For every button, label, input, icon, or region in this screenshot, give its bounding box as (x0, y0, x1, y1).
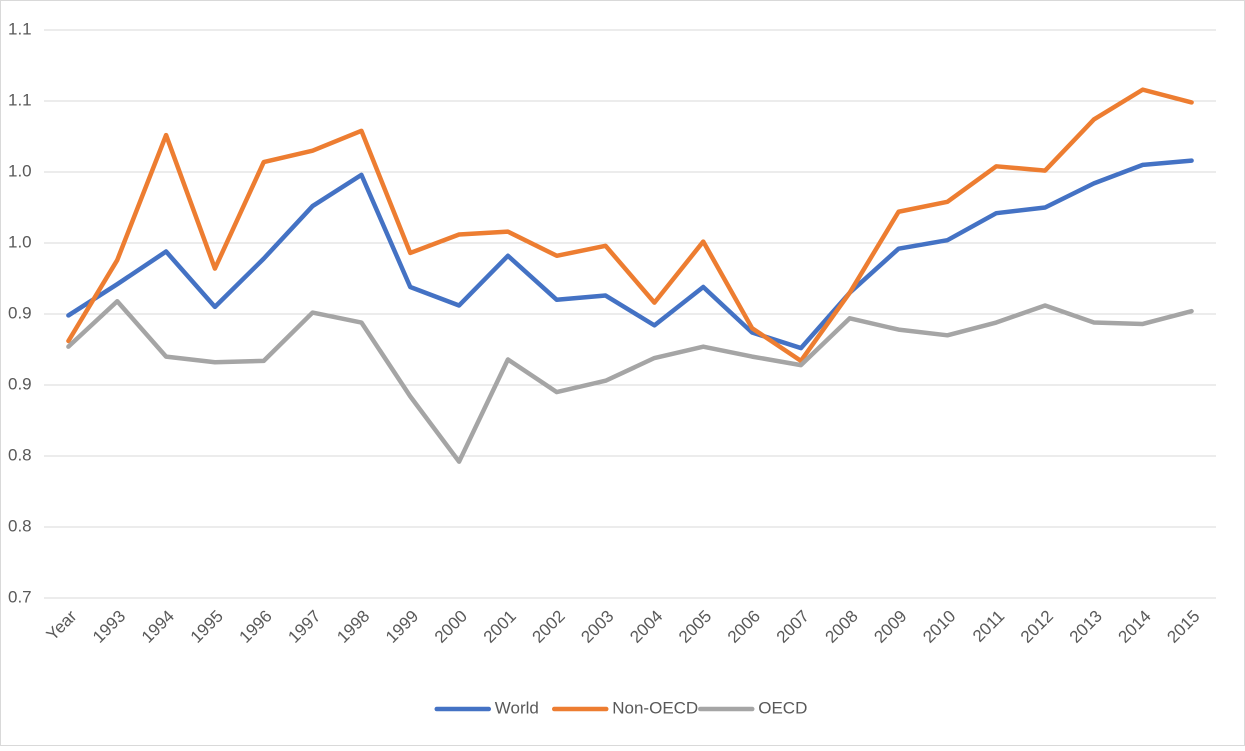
series-line (66, 87, 1194, 364)
legend-label: Non-OECD (612, 698, 698, 717)
y-tick-label: 0.9 (8, 303, 32, 322)
y-tick-label: 0.8 (8, 445, 32, 464)
y-tick-label: 0.9 (8, 374, 32, 393)
series-line (66, 298, 1194, 464)
legend-label: World (495, 698, 539, 717)
y-tick-label: 0.7 (8, 587, 32, 606)
y-tick-label: 1.1 (8, 19, 32, 38)
series-line (66, 158, 1194, 351)
legend-label: OECD (758, 698, 807, 717)
y-tick-label: 1.1 (8, 90, 32, 109)
y-tick-label: 1.0 (8, 161, 32, 180)
y-tick-label: 1.0 (8, 232, 32, 251)
y-tick-label: 0.8 (8, 516, 32, 535)
